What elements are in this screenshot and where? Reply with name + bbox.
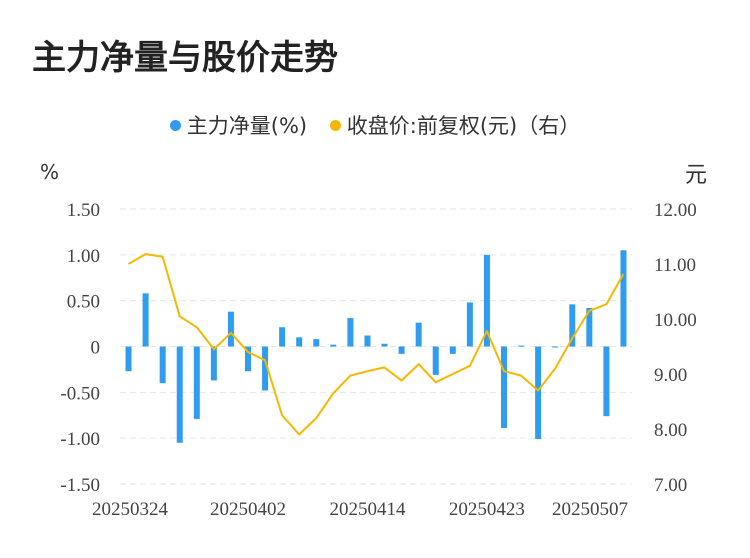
- net-flow-bar[interactable]: [193, 346, 200, 419]
- net-flow-bar[interactable]: [262, 346, 269, 391]
- legend-marker-close-price: [329, 119, 341, 131]
- right-tick-label: 9.00: [654, 365, 687, 386]
- left-tick-label: -1.00: [60, 429, 100, 450]
- left-tick-label: 0: [91, 338, 101, 359]
- net-flow-bar[interactable]: [449, 346, 456, 354]
- left-tick-label: 1.00: [67, 246, 100, 267]
- left-tick-label: 1.50: [67, 200, 100, 221]
- left-tick-label: -0.50: [60, 383, 100, 404]
- net-flow-bar[interactable]: [518, 345, 525, 347]
- net-flow-bar[interactable]: [210, 346, 217, 381]
- net-flow-bar[interactable]: [603, 346, 610, 417]
- net-flow-bar[interactable]: [483, 254, 490, 347]
- legend-marker-net-flow: [169, 119, 181, 131]
- net-flow-bar[interactable]: [569, 304, 576, 347]
- right-tick-label: 12.00: [654, 200, 697, 221]
- chart-title: 主力净量与股价走势: [32, 38, 338, 78]
- x-tick-label: 20250402: [210, 499, 286, 520]
- net-flow-bar[interactable]: [398, 346, 405, 354]
- right-axis-ticks: 12.00 11.00 10.00 9.00 8.00 7.00: [654, 200, 697, 496]
- x-tick-label: 20250507: [552, 499, 628, 520]
- right-tick-label: 8.00: [654, 420, 687, 441]
- legend-label-close-price: 收盘价:前复权(元)（右）: [346, 114, 581, 138]
- right-tick-label: 10.00: [654, 310, 697, 331]
- net-flow-bar[interactable]: [330, 344, 337, 347]
- net-flow-bar[interactable]: [415, 322, 422, 347]
- net-flow-bar[interactable]: [159, 346, 166, 384]
- legend: 主力净量(%) 收盘价:前复权(元)（右）: [0, 110, 750, 140]
- legend-item-close-price[interactable]: 收盘价:前复权(元)（右）: [329, 110, 581, 140]
- net-flow-bar[interactable]: [364, 335, 371, 347]
- left-axis-ticks: 1.50 1.00 0.50 0 -0.50 -1.00 -1.50: [60, 200, 100, 496]
- gridlines: [120, 208, 632, 485]
- x-tick-label: 20250414: [329, 499, 406, 520]
- net-flow-bar[interactable]: [125, 346, 132, 372]
- net-flow-bar[interactable]: [313, 339, 320, 347]
- net-flow-bar[interactable]: [586, 308, 593, 347]
- net-flow-bar[interactable]: [432, 346, 439, 375]
- net-flow-bar[interactable]: [279, 327, 286, 347]
- left-axis-unit: %: [40, 160, 60, 184]
- net-flow-bar[interactable]: [176, 346, 183, 443]
- price-line-path[interactable]: [127, 253, 625, 436]
- x-tick-label: 20250324: [92, 499, 169, 520]
- left-tick-label: -1.50: [60, 475, 100, 496]
- net-flow-bar[interactable]: [142, 293, 149, 347]
- net-flow-bar[interactable]: [296, 337, 303, 347]
- legend-label-net-flow: 主力净量(%): [186, 114, 308, 138]
- net-flow-bar[interactable]: [227, 311, 234, 347]
- net-flow-bar[interactable]: [245, 346, 251, 372]
- x-axis-ticks: 20250324 20250402 20250414 20250423 20250507: [92, 499, 628, 520]
- net-flow-bar[interactable]: [501, 346, 507, 429]
- legend-item-net-flow[interactable]: 主力净量(%): [169, 110, 308, 140]
- right-axis-unit: 元: [685, 163, 708, 188]
- net-flow-bar[interactable]: [381, 343, 388, 347]
- net-flow-bar[interactable]: [620, 250, 627, 347]
- left-tick-label: 0.50: [67, 292, 100, 313]
- x-tick-label: 20250423: [449, 499, 525, 520]
- net-flow-bar[interactable]: [535, 346, 542, 440]
- net-flow-bar[interactable]: [552, 346, 559, 348]
- right-tick-label: 7.00: [654, 475, 687, 496]
- net-flow-bars: [125, 250, 627, 443]
- net-flow-bar[interactable]: [347, 318, 354, 347]
- price-line: [127, 253, 625, 436]
- right-tick-label: 11.00: [654, 255, 696, 276]
- net-flow-bar[interactable]: [466, 302, 473, 347]
